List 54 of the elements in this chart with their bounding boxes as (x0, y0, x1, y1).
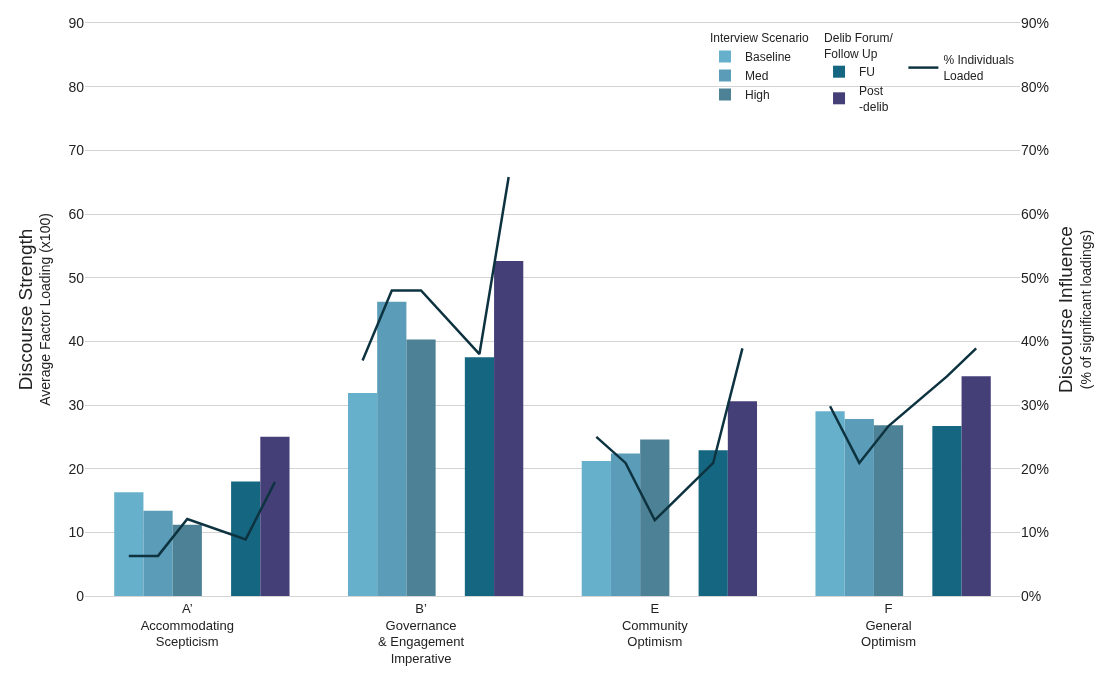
bar (377, 301, 407, 596)
bar (873, 425, 904, 596)
y2-tick-label: 20% (1021, 460, 1050, 477)
y2-tick-label: 50% (1021, 269, 1050, 286)
y-tick-label: 20 (68, 460, 85, 477)
bar (844, 419, 874, 596)
bar (464, 357, 495, 596)
bar (727, 401, 758, 596)
legend-label: High (745, 88, 770, 103)
legend-label: FU (859, 65, 876, 80)
y2-tick-label: 0% (1021, 587, 1042, 604)
y-tick-label: 0 (76, 587, 85, 604)
legend-label: Post -delib (859, 84, 889, 114)
y2-tick-label: 80% (1021, 78, 1050, 95)
y2-tick-label: 90% (1021, 14, 1050, 31)
bar (114, 492, 144, 596)
bar (698, 450, 728, 596)
annotation: Interview Scenario (710, 31, 810, 46)
y-tick-label: 40 (68, 333, 85, 350)
x-tick-label: E Community Optimism (621, 600, 689, 650)
annotation: Delib Forum/ Follow Up (824, 30, 894, 61)
bar (640, 439, 670, 596)
bar (815, 411, 845, 596)
x-tick-label: F General Optimism (861, 600, 916, 650)
y-axis-title: Discourse Strength Average Factor Loading (x100) (14, 213, 54, 406)
bar (406, 339, 436, 596)
bar (581, 461, 611, 596)
y-tick-label: 60 (68, 205, 85, 222)
legend-label: % Individuals Loaded (943, 53, 1015, 84)
y-tick-label: 80 (68, 78, 85, 95)
bar (610, 453, 641, 596)
bar (172, 524, 202, 596)
y2-axis-title: Discourse Influence (% of significant loadings) (1055, 226, 1094, 393)
x-tick-label: B’ Governance & Engagement Imperative (378, 600, 465, 667)
y-tick-label: 10 (68, 524, 85, 541)
y2-tick-label: 60% (1021, 205, 1050, 222)
y-tick-label: 90 (68, 14, 85, 31)
y-tick-label: 50 (68, 269, 85, 286)
x-tick-label: A’ Accommodating Scepticism (140, 600, 234, 650)
bar (961, 376, 991, 596)
bar (347, 392, 378, 596)
bar (231, 481, 261, 596)
bar (143, 510, 173, 596)
y-tick-label: 30 (68, 396, 85, 413)
bar (932, 426, 962, 596)
y2-tick-label: 10% (1021, 524, 1050, 541)
y-tick-label: 70 (68, 142, 85, 159)
y2-tick-label: 40% (1021, 333, 1050, 350)
bar (260, 436, 290, 596)
legend-label: Baseline (745, 50, 792, 65)
y2-tick-label: 70% (1021, 142, 1050, 159)
y2-tick-label: 30% (1021, 396, 1050, 413)
bar (494, 261, 524, 596)
legend-label: Med (745, 69, 769, 84)
